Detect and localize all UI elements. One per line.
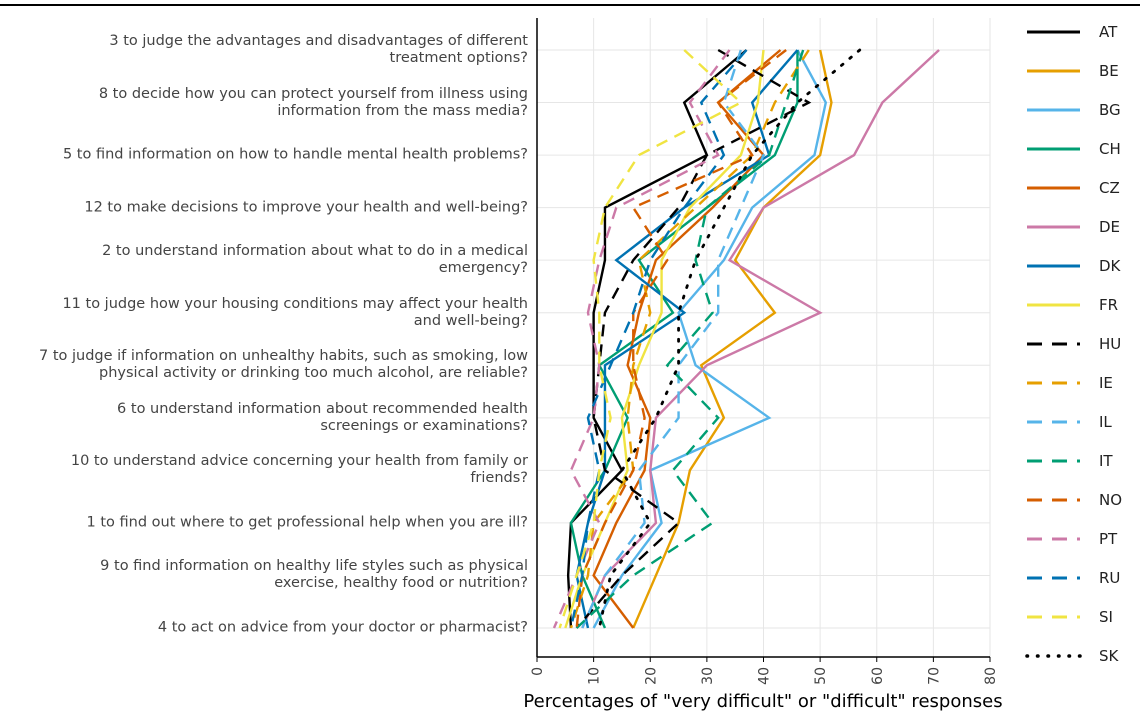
y-tick-label: 12 to make decisions to improve your hea… xyxy=(84,199,528,216)
x-tick-label: 40 xyxy=(757,667,773,685)
y-tick-label: 2 to understand information about what t… xyxy=(102,243,528,277)
y-tick-label: 1 to find out where to get professional … xyxy=(86,514,529,531)
series-line xyxy=(575,49,787,629)
series-line xyxy=(569,49,810,629)
series-line xyxy=(575,48,812,629)
legend-label: FR xyxy=(1099,296,1118,314)
legend-label: IT xyxy=(1099,452,1113,470)
legend-label: BE xyxy=(1099,62,1119,80)
x-axis-label: Percentages of "very difficult" or "diff… xyxy=(523,691,1002,712)
series-line xyxy=(597,48,862,630)
x-tick-label: 0 xyxy=(530,667,546,676)
legend-label: RU xyxy=(1099,569,1120,587)
legend-label: SI xyxy=(1099,608,1113,626)
y-tick-label: 9 to find information on healthy life st… xyxy=(100,558,528,592)
x-tick-label: 20 xyxy=(643,667,659,685)
legend-label: PT xyxy=(1099,530,1118,548)
x-tick-label: 70 xyxy=(926,667,942,685)
series-line xyxy=(552,49,731,629)
y-tick-label: 5 to find information on how to handle m… xyxy=(62,146,528,163)
legend-label: SK xyxy=(1099,647,1120,665)
x-tick-label: 10 xyxy=(587,667,603,685)
series-line xyxy=(569,49,748,629)
series-line xyxy=(592,49,828,629)
x-tick-label: 60 xyxy=(870,667,886,685)
x-tick-label: 30 xyxy=(700,667,716,685)
series-line xyxy=(632,49,833,629)
series-line xyxy=(558,49,743,629)
legend-label: DE xyxy=(1099,218,1120,236)
series-line xyxy=(566,49,748,629)
legend-label: NO xyxy=(1099,491,1122,509)
y-tick-label: 7 to judge if information on unhealthy h… xyxy=(38,348,528,382)
y-tick-label: 10 to understand advice concerning your … xyxy=(70,453,528,487)
x-tick-label: 80 xyxy=(983,667,999,685)
legend-label: CZ xyxy=(1099,179,1120,197)
series-line xyxy=(575,49,805,629)
legend-label: IL xyxy=(1099,413,1112,431)
legend-label: CH xyxy=(1099,140,1121,158)
series-line xyxy=(581,49,940,629)
y-tick-label: 6 to understand information about recomm… xyxy=(117,400,528,434)
legend-label: IE xyxy=(1099,374,1113,392)
y-tick-label: 8 to decide how you can protect yourself… xyxy=(98,85,528,119)
legend-label: HU xyxy=(1099,335,1121,353)
legend-label: AT xyxy=(1099,23,1118,41)
series-line xyxy=(581,49,765,629)
y-tick-label: 11 to judge how your housing conditions … xyxy=(62,295,528,329)
y-tick-label: 4 to act on advice from your doctor or p… xyxy=(157,619,528,636)
legend-label: DK xyxy=(1099,257,1122,275)
x-tick-label: 50 xyxy=(813,667,829,685)
series-line xyxy=(569,50,799,629)
y-tick-label: 3 to judge the advantages and disadvanta… xyxy=(109,33,528,66)
legend-label: BG xyxy=(1099,101,1121,119)
series-line xyxy=(564,49,765,629)
